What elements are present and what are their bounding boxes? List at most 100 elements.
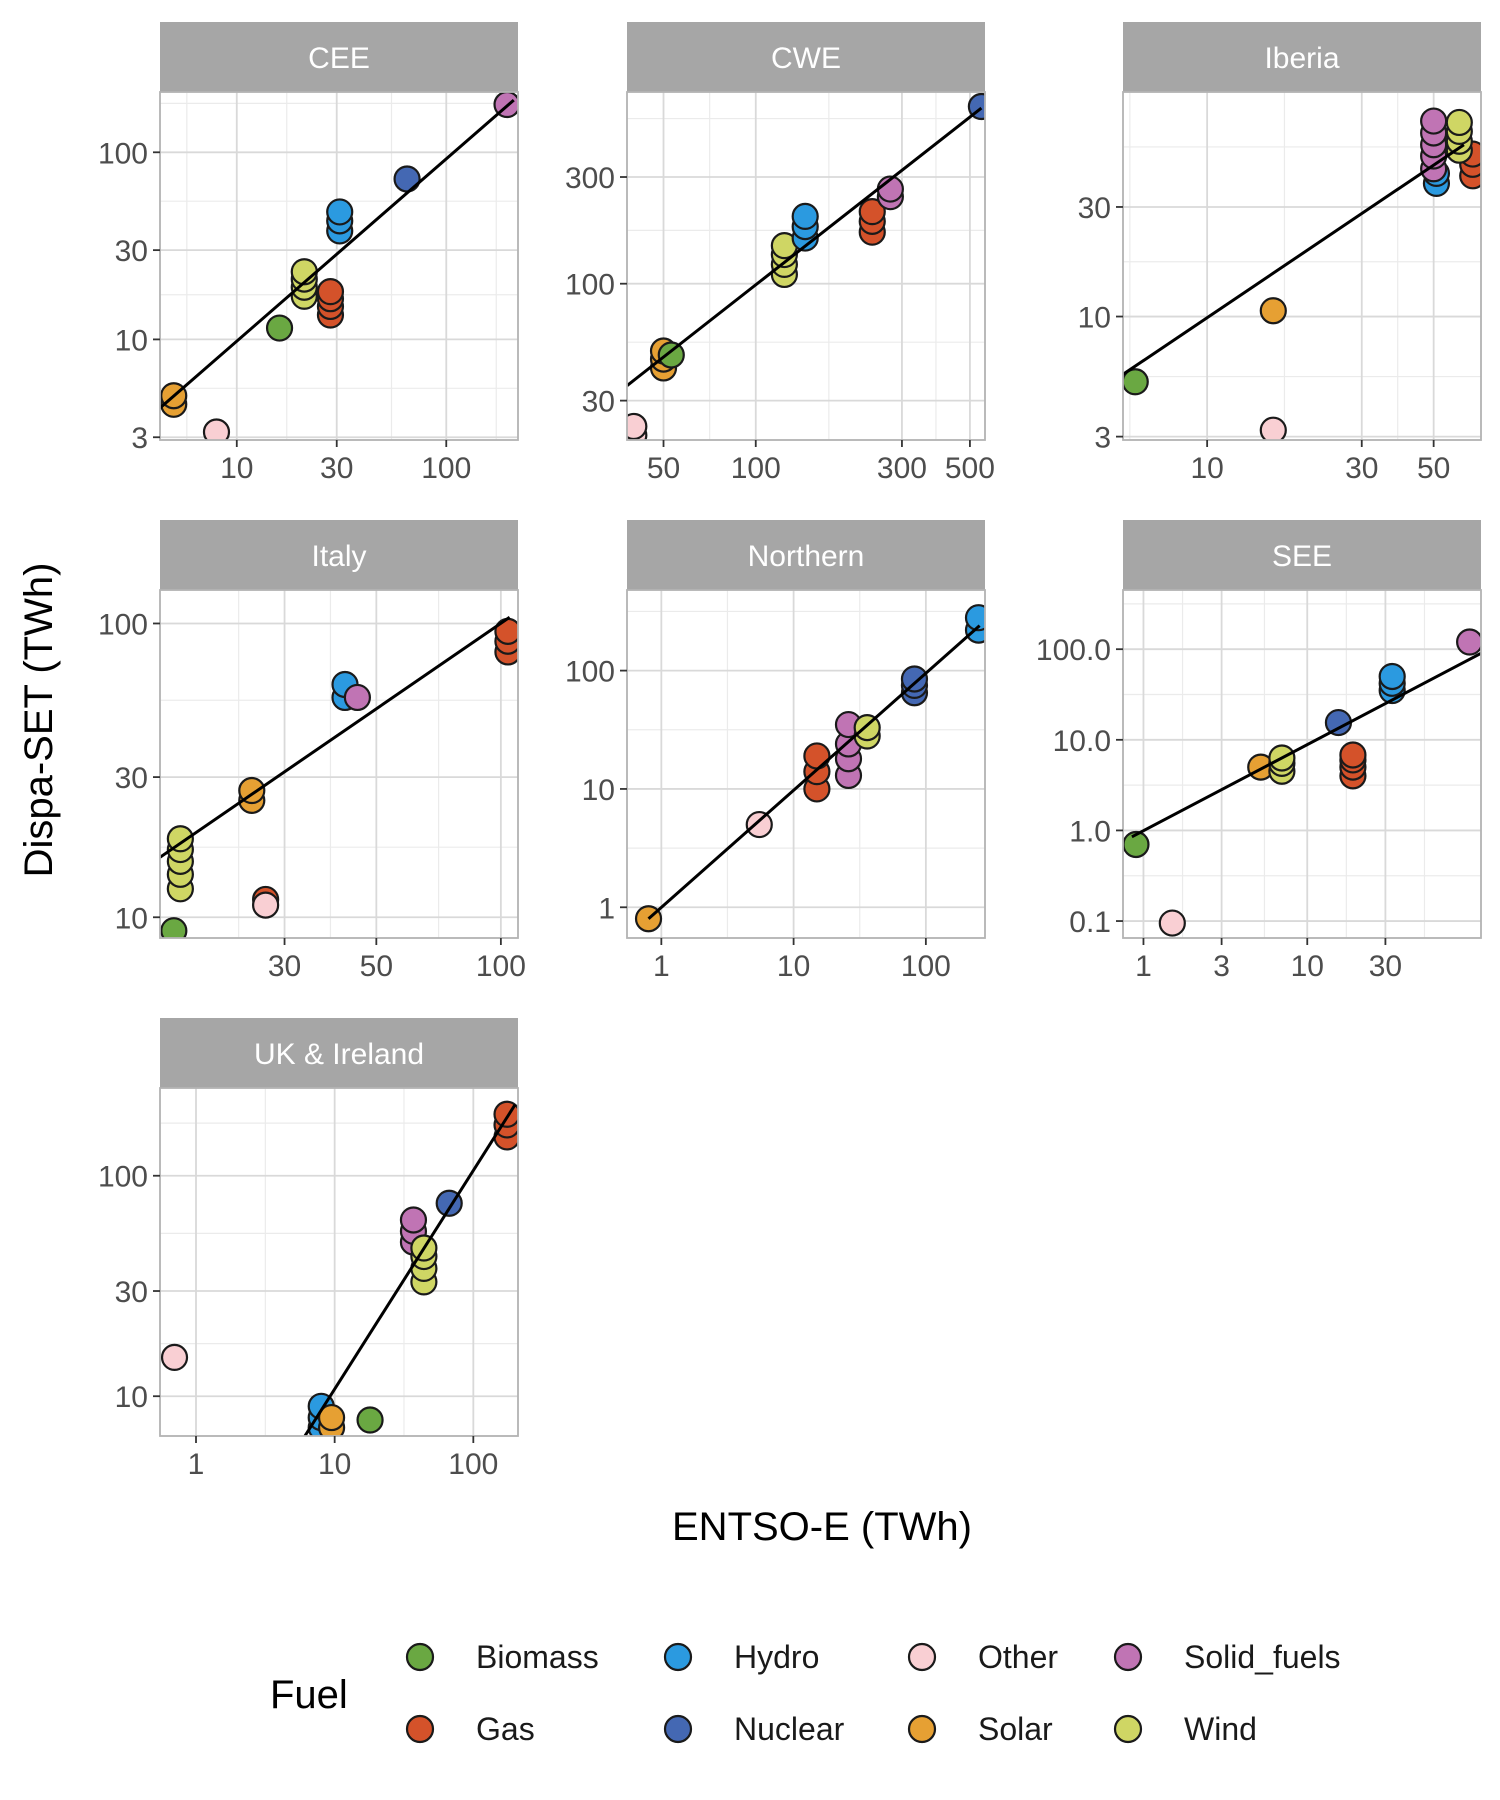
point-solid-fuels xyxy=(343,683,371,712)
panel-northern: Northern 1 10 100 1 10 100 xyxy=(565,520,986,983)
point-solid-fuels xyxy=(1456,628,1481,656)
y-tick-label: 30 xyxy=(115,235,148,268)
points xyxy=(160,617,518,938)
y-tick-label: 10 xyxy=(115,1381,148,1414)
y-tick-label: 100.0 xyxy=(1036,634,1111,667)
facet-title: Italy xyxy=(311,540,366,573)
point-solid-fuels xyxy=(1420,107,1448,135)
facet-title: CEE xyxy=(308,42,370,75)
y-tick-label: 100 xyxy=(565,269,615,302)
point-hydro xyxy=(791,202,819,230)
x-tick-label: 10 xyxy=(1190,452,1223,485)
x-tick-label: 100 xyxy=(476,950,526,983)
point-hydro xyxy=(1378,662,1406,691)
point-biomass xyxy=(265,314,294,342)
point-hydro xyxy=(326,198,354,226)
gridlines xyxy=(160,590,518,938)
y-tick-label: 30 xyxy=(115,1276,148,1309)
facet-strip xyxy=(1123,520,1481,590)
facet-title: SEE xyxy=(1272,540,1332,573)
legend-key-gas xyxy=(405,1714,435,1744)
facet-strip xyxy=(160,1018,518,1088)
panel-cee: CEE 10 30 100 3 10 30 100 xyxy=(98,22,519,485)
legend-key-solid-fuels xyxy=(1113,1642,1143,1672)
point-gas xyxy=(803,742,831,770)
y-tick-label: 100 xyxy=(98,137,148,170)
legend-label-hydro: Hydro xyxy=(734,1639,819,1675)
panel-border xyxy=(159,91,519,441)
legend-label-nuclear: Nuclear xyxy=(734,1711,845,1747)
point-gas xyxy=(316,278,345,306)
plot-area xyxy=(1123,590,1481,938)
x-tick-label: 30 xyxy=(1345,452,1378,485)
x-tick-label: 1 xyxy=(188,1448,205,1481)
point-wind xyxy=(166,825,194,853)
fit-line xyxy=(1131,652,1481,839)
facet-strip xyxy=(627,22,985,92)
x-tick-label: 100 xyxy=(901,950,951,983)
gridlines xyxy=(627,92,985,440)
point-biomass xyxy=(1123,368,1149,396)
panel-border xyxy=(1122,91,1482,441)
x-tick-label: 30 xyxy=(1369,950,1402,983)
point-nuclear xyxy=(967,92,985,121)
panel-border xyxy=(1122,589,1482,939)
legend-label-wind: Wind xyxy=(1184,1711,1257,1747)
x-tick-label: 10 xyxy=(318,1448,351,1481)
x-tick-label: 10 xyxy=(777,950,810,983)
point-other xyxy=(1259,416,1287,440)
gridlines xyxy=(627,590,985,938)
x-tick-label: 50 xyxy=(647,452,680,485)
points xyxy=(160,92,518,440)
y-tick-label: 30 xyxy=(1078,192,1111,225)
legend-key-nuclear xyxy=(663,1714,693,1744)
point-gas xyxy=(1339,741,1367,769)
facet-strip xyxy=(160,520,518,590)
panel-see: SEE 1 3 10 30 0.1 1.0 10.0 100.0 xyxy=(1036,520,1482,983)
point-biomass xyxy=(657,341,685,369)
y-tick-label: 1 xyxy=(598,892,615,925)
fit-line xyxy=(647,624,981,920)
fit-line xyxy=(1123,143,1465,376)
facet-strip xyxy=(160,22,518,92)
x-tick-label: 500 xyxy=(945,452,995,485)
legend-label-biomass: Biomass xyxy=(476,1639,599,1675)
x-tick-label: 30 xyxy=(320,452,353,485)
x-axis-title: ENTSO-E (TWh) xyxy=(672,1505,972,1549)
y-tick-label: 100 xyxy=(98,1161,148,1194)
point-biomass xyxy=(356,1406,384,1434)
y-tick-label: 30 xyxy=(582,386,615,419)
point-other xyxy=(627,412,648,440)
y-tick-label: 1.0 xyxy=(1069,815,1111,848)
x-tick-label: 100 xyxy=(448,1448,498,1481)
facet-strip xyxy=(627,520,985,590)
facet-strip xyxy=(1123,22,1481,92)
y-tick-label: 10 xyxy=(582,774,615,807)
plot-area xyxy=(160,1088,518,1436)
points xyxy=(1123,628,1481,937)
facet-title: Northern xyxy=(748,540,865,573)
facet-title: Iberia xyxy=(1264,42,1339,75)
x-tick-label: 100 xyxy=(731,452,781,485)
plot-area xyxy=(160,590,518,938)
legend-key-wind xyxy=(1113,1714,1143,1744)
y-tick-label: 10 xyxy=(1078,302,1111,335)
point-gas xyxy=(858,198,886,226)
y-tick-label: 100 xyxy=(565,656,615,689)
panel-cwe: CWE 50 100 300 500 30 100 300 xyxy=(565,22,995,485)
fit-line xyxy=(160,99,515,410)
legend-key-hydro xyxy=(663,1642,693,1672)
x-tick-label: 3 xyxy=(1213,950,1230,983)
panel-uk-ireland: UK & Ireland 1 10 100 10 30 100 xyxy=(98,1018,519,1481)
point-biomass xyxy=(160,917,188,938)
y-axis-title: Dispa-SET (TWh) xyxy=(17,563,61,878)
legend-key-biomass xyxy=(405,1642,435,1672)
fit-line xyxy=(627,106,983,387)
point-solid-fuels xyxy=(399,1206,428,1234)
y-tick-label: 10.0 xyxy=(1053,725,1111,758)
point-solar xyxy=(317,1403,346,1432)
legend-label-other: Other xyxy=(978,1639,1058,1675)
legend-label-gas: Gas xyxy=(476,1711,535,1747)
panel-border xyxy=(159,1087,519,1437)
